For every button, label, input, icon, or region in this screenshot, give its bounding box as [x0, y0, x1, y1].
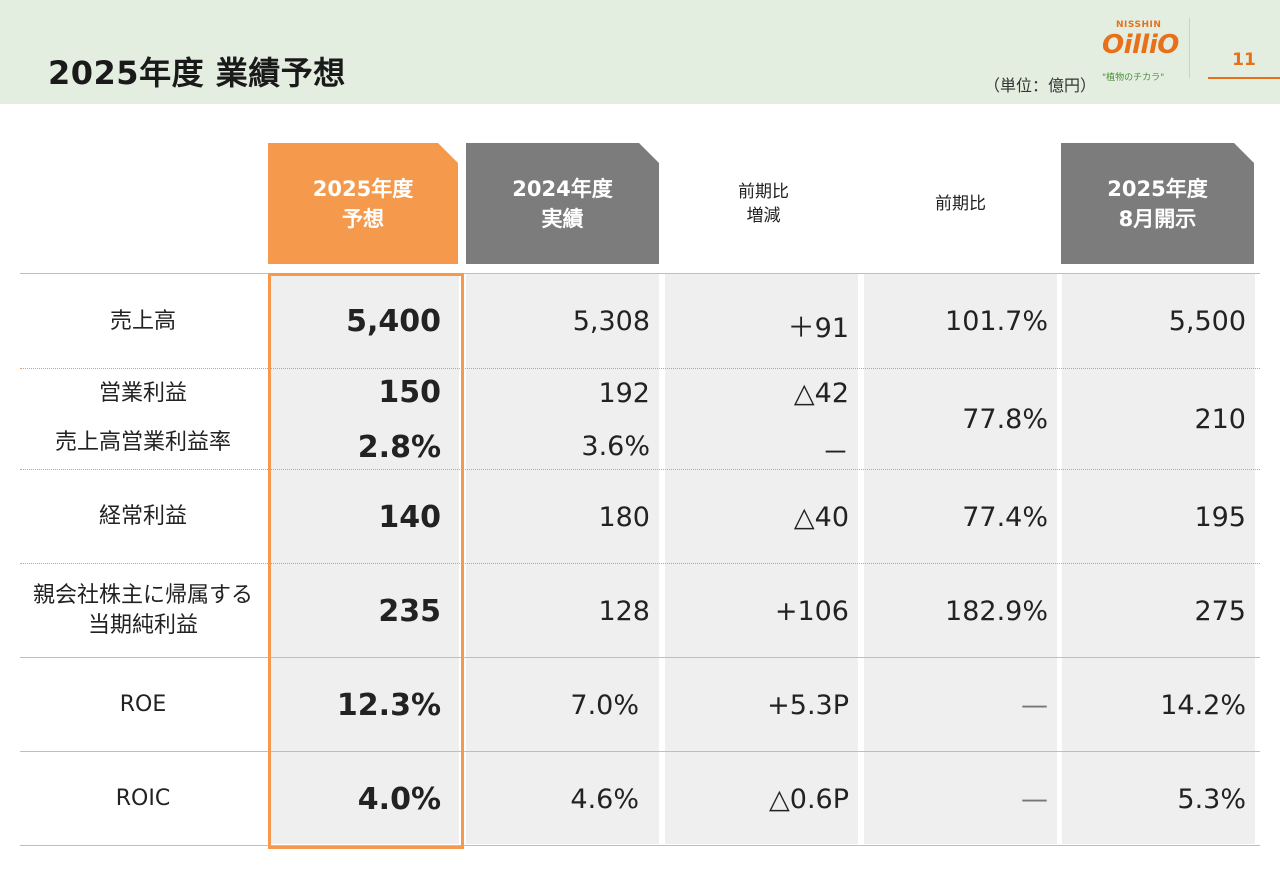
col-header-line: 予想: [341, 206, 384, 231]
row-label-ordinary-profit: 経常利益: [98, 504, 187, 529]
actual-operating-profit: 192: [598, 378, 650, 409]
logo-divider: [1189, 18, 1190, 78]
col-header-line: 増減: [746, 205, 781, 226]
change-column-bg: [665, 274, 858, 844]
logo-brand-main: OilliO: [1102, 30, 1179, 60]
ratio-roe: —: [1021, 690, 1048, 721]
row-separator: [20, 368, 1260, 369]
row-label-operating-margin: 売上高営業利益率: [54, 430, 231, 455]
forecast-operating-profit: 150: [378, 375, 441, 410]
row-label-roe: ROE: [119, 692, 167, 717]
august-sales: 5,500: [1168, 306, 1246, 337]
col-header-yoy-ratio: 前期比: [864, 143, 1057, 264]
row-separator: [20, 751, 1260, 752]
change-ordinary-profit: △40: [793, 502, 849, 533]
row-separator: [20, 273, 1260, 274]
logo-brand-top: NISSHIN: [1116, 20, 1162, 30]
actual-sales: 5,308: [572, 306, 650, 337]
ratio-roic: —: [1021, 784, 1048, 815]
forecast-ordinary-profit: 140: [378, 500, 441, 535]
col-header-line: 実績: [541, 206, 584, 231]
row-label-net-income: 親会社株主に帰属する 当期純利益: [20, 581, 266, 641]
august-column-bg: [1062, 274, 1255, 844]
actual-column-bg: [466, 274, 659, 844]
change-operating-profit: △42: [793, 378, 849, 409]
actual-operating-margin: 3.6%: [581, 431, 650, 462]
ratio-sales: 101.7%: [945, 306, 1048, 337]
forecast-roic: 4.0%: [357, 782, 441, 817]
page-number: 11: [1232, 50, 1256, 70]
page-number-underline: [1208, 77, 1280, 79]
col-header-line: 前期比: [738, 181, 789, 202]
logo-tagline: "植物のチカラ": [1102, 73, 1165, 83]
actual-roe: 7.0%: [570, 690, 639, 721]
forecast-highlight-border: [268, 273, 464, 849]
col-header-line: 前期比: [935, 193, 986, 214]
actual-roic: 4.6%: [570, 784, 639, 815]
august-roic: 5.3%: [1177, 784, 1246, 815]
actual-ordinary-profit: 180: [598, 502, 650, 533]
row-label-sales: 売上高: [109, 309, 176, 334]
page-title: 2025年度 業績予想: [48, 54, 346, 92]
col-header-line: 8月開示: [1118, 206, 1197, 231]
august-ordinary-profit: 195: [1194, 502, 1246, 533]
col-header-actual-2024: 2024年度 実績: [466, 143, 659, 264]
col-header-line: 2025年度: [312, 176, 414, 201]
ratio-net-income: 182.9%: [945, 596, 1048, 627]
ratio-column-bg: [864, 274, 1057, 844]
change-operating-margin: －: [822, 438, 849, 469]
august-roe: 14.2%: [1160, 690, 1246, 721]
row-label-roic: ROIC: [115, 786, 171, 811]
change-roic: △0.6P: [769, 784, 849, 815]
row-label-line: 親会社株主に帰属する: [32, 583, 253, 608]
ratio-operating-profit: 77.8%: [962, 404, 1048, 435]
unit-note: （単位：億円）: [984, 76, 1097, 95]
header-band: [0, 0, 1280, 104]
col-header-august-2025: 2025年度 8月開示: [1061, 143, 1254, 264]
forecast-net-income: 235: [378, 594, 441, 629]
forecast-roe: 12.3%: [336, 688, 441, 723]
company-logo: NISSHIN OilliO "植物のチカラ": [1094, 20, 1182, 84]
forecast-operating-margin: 2.8%: [357, 430, 441, 465]
row-separator: [20, 469, 1260, 470]
august-operating-profit: 210: [1194, 404, 1246, 435]
row-label-operating-profit: 営業利益: [98, 381, 187, 406]
row-label-line: 当期純利益: [87, 613, 198, 638]
change-net-income: +106: [774, 596, 849, 627]
change-roe: +5.3P: [767, 690, 849, 721]
august-net-income: 275: [1194, 596, 1246, 627]
forecast-sales: 5,400: [346, 304, 441, 339]
change-sales: ＋91: [787, 313, 849, 344]
forecast-column-bg: [271, 274, 459, 844]
actual-net-income: 128: [598, 596, 650, 627]
row-separator: [20, 845, 1260, 846]
col-header-line: 2025年度: [1107, 176, 1208, 201]
col-header-forecast-2025: 2025年度 予想: [268, 143, 458, 264]
ratio-ordinary-profit: 77.4%: [962, 502, 1048, 533]
row-separator: [20, 657, 1260, 658]
col-header-yoy-change: 前期比 増減: [667, 143, 860, 264]
row-separator: [20, 563, 1260, 564]
col-header-line: 2024年度: [512, 176, 613, 201]
